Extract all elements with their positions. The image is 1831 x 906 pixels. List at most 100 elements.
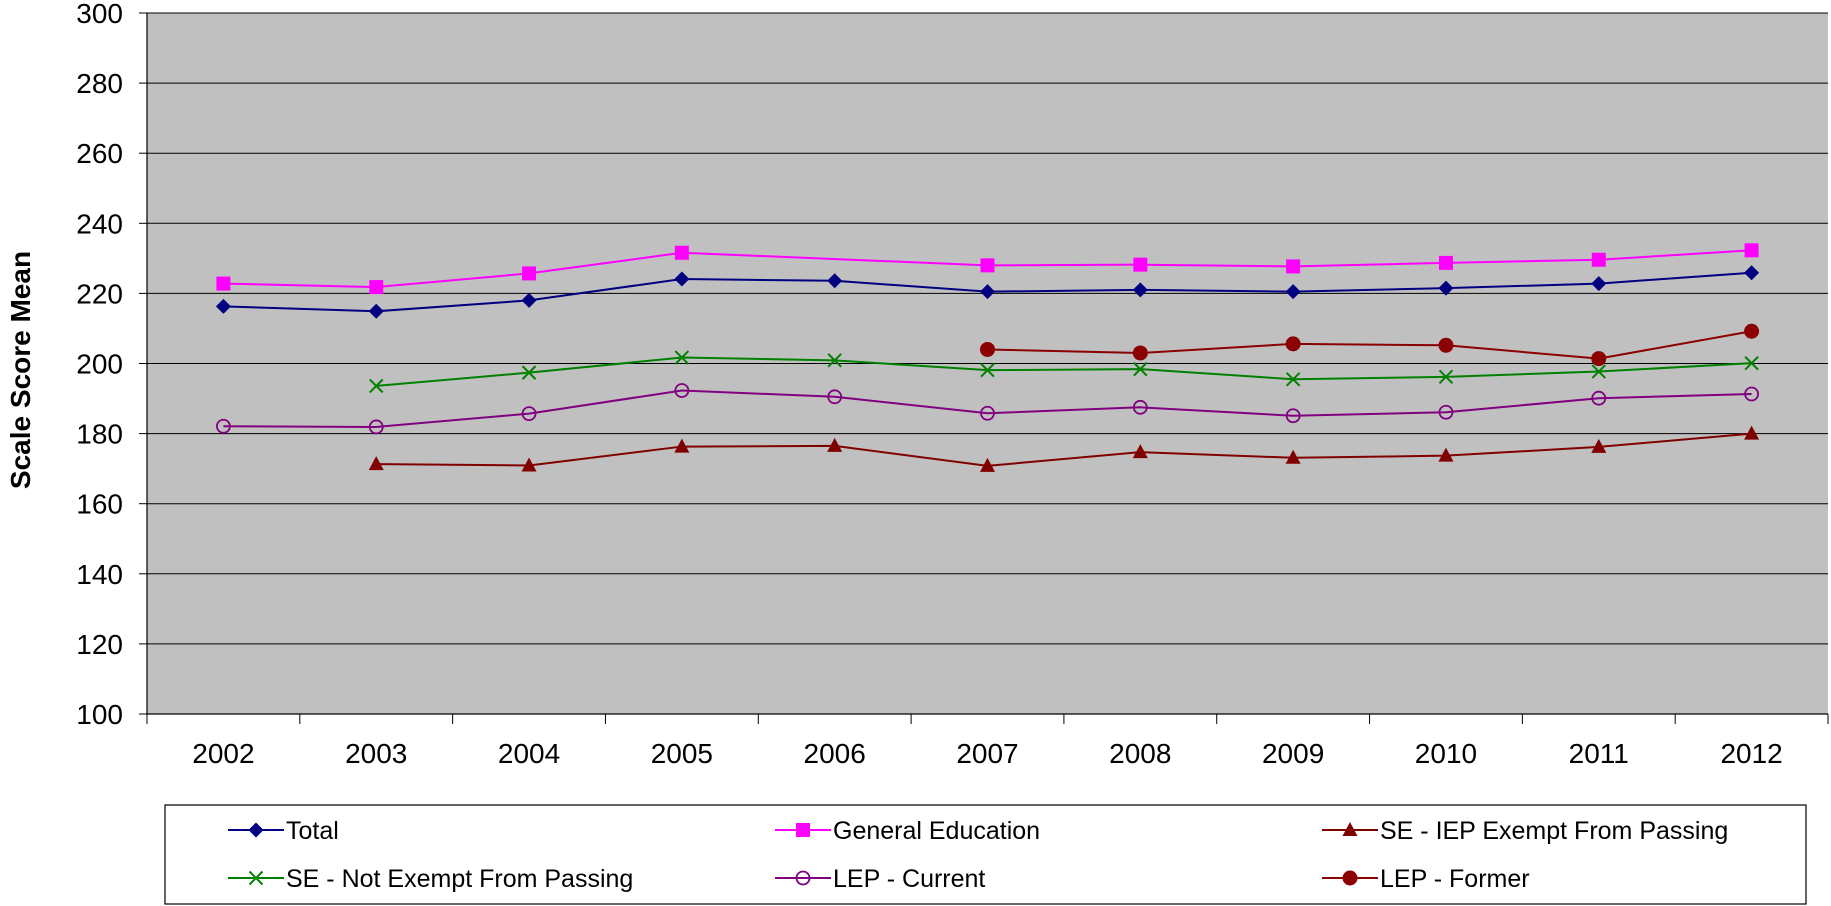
y-tick-label: 200 xyxy=(76,349,123,380)
data-point xyxy=(827,389,843,405)
y-axis-ticks: 100 120 140 160 180 200 220 240 260 280 300 xyxy=(76,0,147,730)
y-tick-label: 240 xyxy=(76,208,123,239)
data-point xyxy=(1591,252,1606,267)
y-tick-label: 220 xyxy=(76,278,123,309)
series-line xyxy=(223,249,1752,289)
data-point xyxy=(674,438,690,453)
data-point xyxy=(827,437,843,452)
legend-item: SE - Not Exempt From Passing xyxy=(228,865,633,893)
data-point xyxy=(1438,447,1454,462)
data-point xyxy=(368,303,384,319)
data-point xyxy=(1133,361,1148,377)
data-point xyxy=(1591,351,1607,367)
y-axis-title: Scale Score Mean xyxy=(5,251,36,489)
legend-label: General Education xyxy=(833,817,1040,845)
data-point xyxy=(1591,390,1607,406)
data-point xyxy=(827,273,843,289)
data-point xyxy=(674,245,689,260)
series-lines xyxy=(215,243,1760,472)
x-tick-label: 2004 xyxy=(498,738,560,769)
data-point xyxy=(980,341,995,357)
data-point xyxy=(1285,336,1301,352)
y-tick-label: 100 xyxy=(76,699,123,730)
data-point xyxy=(980,405,995,421)
data-point xyxy=(1744,386,1759,402)
data-point xyxy=(1438,280,1454,296)
data-point xyxy=(1744,355,1759,371)
y-tick-label: 260 xyxy=(76,138,123,169)
data-point xyxy=(1744,425,1760,440)
x-tick-label: 2006 xyxy=(804,738,866,769)
data-point xyxy=(368,419,384,435)
data-point xyxy=(369,378,384,394)
data-point xyxy=(674,350,690,365)
data-point xyxy=(1438,337,1454,353)
data-point xyxy=(216,418,231,434)
data-point xyxy=(1744,323,1760,339)
data-point xyxy=(1285,372,1301,387)
data-point xyxy=(522,266,537,281)
x-tick-label: 2008 xyxy=(1109,738,1171,769)
legend-marker xyxy=(796,823,810,837)
legend-item: Total xyxy=(228,817,339,845)
y-tick-label: 280 xyxy=(76,68,123,99)
data-point xyxy=(1438,369,1454,385)
x-axis-ticks: 2002 2003 2004 2005 2006 2007 2008 2009 2010 2011… xyxy=(146,714,1829,769)
data-point xyxy=(674,383,690,398)
data-point xyxy=(521,406,537,422)
series-6 xyxy=(980,323,1760,367)
legend-marker xyxy=(248,822,264,838)
data-point xyxy=(1285,449,1301,464)
legend-label: SE - IEP Exempt From Passing xyxy=(1380,817,1728,845)
data-point xyxy=(521,457,537,472)
x-tick-label: 2009 xyxy=(1262,738,1324,769)
y-tick-label: 300 xyxy=(76,0,123,29)
series-line xyxy=(376,356,1752,387)
data-point xyxy=(1132,345,1148,361)
x-tick-label: 2003 xyxy=(345,738,407,769)
data-point xyxy=(1438,404,1454,420)
data-point xyxy=(215,298,231,314)
y-tick-label: 180 xyxy=(76,419,123,450)
legend-label: SE - Not Exempt From Passing xyxy=(286,865,633,893)
data-point xyxy=(369,280,384,295)
data-point xyxy=(1591,276,1607,292)
legend-label: Total xyxy=(286,817,339,845)
series-line xyxy=(223,389,1752,428)
data-point xyxy=(1591,438,1607,453)
data-point xyxy=(1132,399,1148,415)
y-tick-label: 120 xyxy=(76,629,123,660)
legend-marker xyxy=(248,870,264,886)
data-point xyxy=(1285,408,1301,424)
data-point xyxy=(980,258,995,273)
x-tick-label: 2005 xyxy=(651,738,713,769)
data-point xyxy=(1133,257,1148,272)
series-line xyxy=(376,432,1752,467)
x-tick-label: 2012 xyxy=(1720,738,1782,769)
data-point xyxy=(1744,243,1759,258)
legend-marker xyxy=(795,870,811,886)
legend: Total General Education SE - IEP Exempt Fr… xyxy=(228,817,1728,893)
data-point xyxy=(216,276,231,291)
x-tick-label: 2011 xyxy=(1569,738,1629,769)
series-4 xyxy=(369,350,1759,394)
data-point xyxy=(827,353,842,368)
legend-box xyxy=(164,804,1807,905)
legend-item: LEP - Current xyxy=(775,865,985,893)
data-point xyxy=(1132,444,1148,459)
data-point xyxy=(980,457,995,472)
data-point xyxy=(521,292,537,308)
x-tick-label: 2002 xyxy=(192,738,254,769)
data-point xyxy=(1132,282,1148,298)
legend-marker xyxy=(1342,822,1358,836)
data-point xyxy=(368,456,384,471)
legend-item: LEP - Former xyxy=(1322,865,1530,893)
legend-label: LEP - Current xyxy=(833,865,985,893)
data-point xyxy=(980,284,995,300)
legend-item: General Education xyxy=(775,817,1040,845)
series-1 xyxy=(215,265,1760,319)
series-5 xyxy=(216,383,1759,435)
legend-label: LEP - Former xyxy=(1380,865,1530,893)
data-point xyxy=(1744,265,1760,281)
